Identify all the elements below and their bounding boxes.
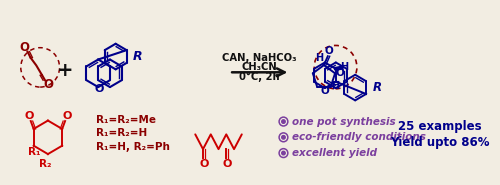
- Text: H: H: [340, 62, 348, 72]
- Text: CAN, NaHCO₃: CAN, NaHCO₃: [222, 53, 296, 63]
- Text: O: O: [24, 111, 34, 121]
- Text: R: R: [372, 81, 382, 94]
- Text: O: O: [222, 159, 232, 169]
- Text: R₁=R₂=H: R₁=R₂=H: [96, 128, 148, 138]
- Text: R₁=R₂=Me: R₁=R₂=Me: [96, 115, 156, 125]
- Text: R₁=H, R₂=Ph: R₁=H, R₂=Ph: [96, 142, 170, 152]
- Text: 0°C, 2h: 0°C, 2h: [239, 72, 280, 82]
- Text: O: O: [320, 86, 330, 96]
- Circle shape: [282, 151, 285, 155]
- Text: R₁: R₁: [28, 147, 40, 157]
- Text: R₂: R₂: [39, 159, 52, 169]
- Text: Yield upto 86%: Yield upto 86%: [390, 136, 490, 149]
- Text: eco-friendly conditions: eco-friendly conditions: [292, 132, 426, 142]
- Text: O: O: [200, 159, 208, 169]
- Text: excellent yield: excellent yield: [292, 148, 377, 158]
- Text: O: O: [20, 41, 30, 54]
- Text: O: O: [43, 78, 53, 91]
- Text: one pot synthesis: one pot synthesis: [292, 117, 396, 127]
- Text: R: R: [133, 50, 142, 63]
- Text: O: O: [324, 46, 333, 56]
- Text: H̅: H̅: [331, 81, 339, 91]
- Text: H: H: [315, 53, 323, 63]
- Text: 25 examples: 25 examples: [398, 120, 481, 133]
- Circle shape: [282, 120, 285, 123]
- Text: CH₃CN: CH₃CN: [242, 62, 277, 72]
- Text: O: O: [62, 111, 72, 121]
- Circle shape: [282, 136, 285, 139]
- Text: O: O: [94, 84, 104, 94]
- Text: +: +: [57, 61, 74, 80]
- Text: O: O: [336, 68, 344, 78]
